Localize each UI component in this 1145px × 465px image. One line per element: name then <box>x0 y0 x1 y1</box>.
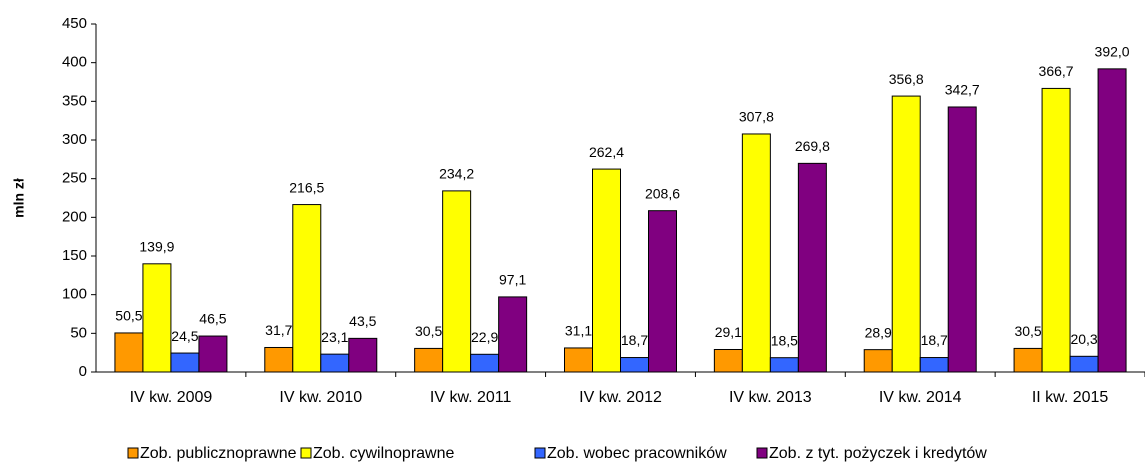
y-tick-label: 400 <box>62 54 87 71</box>
bar <box>1013 347 1043 373</box>
bar <box>320 353 350 373</box>
y-tick-label: 450 <box>62 15 87 32</box>
bar <box>648 210 677 373</box>
bar <box>769 357 799 373</box>
bar <box>292 204 322 373</box>
bar <box>498 296 528 373</box>
y-tick-label: 250 <box>62 170 87 187</box>
data-label: 262,4 <box>589 144 624 160</box>
data-label: 31,7 <box>265 322 292 338</box>
data-label: 23,1 <box>321 329 348 345</box>
bar <box>564 347 593 373</box>
legend-label: Zob. cywilnoprawne <box>313 445 455 462</box>
x-tick-label: IV kw. 2009 <box>130 389 213 406</box>
bar <box>891 95 921 373</box>
bar <box>797 162 827 373</box>
y-tick-label: 50 <box>70 324 87 341</box>
data-label: 30,5 <box>415 323 442 339</box>
bar <box>592 168 621 373</box>
legend-label: Zob. z tyt. pożyczek i kredytów <box>769 445 987 462</box>
y-tick-label: 200 <box>62 208 87 225</box>
bar <box>470 353 500 373</box>
data-label: 31,1 <box>565 323 592 339</box>
legend-label: Zob. wobec pracowników <box>547 445 727 462</box>
data-label: 392,0 <box>1095 44 1130 60</box>
bar <box>442 190 472 373</box>
bar <box>1041 87 1071 373</box>
data-label: 22,9 <box>471 329 498 345</box>
bar <box>919 357 949 373</box>
data-label: 342,7 <box>945 82 980 98</box>
x-tick-label: IV kw. 2010 <box>279 389 362 406</box>
bar <box>198 335 228 373</box>
data-label: 28,9 <box>865 324 892 340</box>
bar <box>713 348 743 373</box>
data-label: 50,5 <box>115 308 142 324</box>
y-tick-label: 150 <box>62 247 87 264</box>
data-label: 269,8 <box>795 138 830 154</box>
data-label: 208,6 <box>645 185 680 201</box>
bar <box>947 106 977 373</box>
y-tick-label: 100 <box>62 286 87 303</box>
legend-swatch <box>534 447 546 459</box>
legend-swatch <box>756 447 768 459</box>
data-label: 20,3 <box>1070 331 1097 347</box>
bar <box>1097 68 1127 373</box>
data-label: 356,8 <box>889 71 924 87</box>
y-tick-label: 350 <box>62 92 87 109</box>
bar <box>414 347 444 373</box>
x-tick-label: IV kw. 2014 <box>879 389 962 406</box>
bar <box>264 346 294 373</box>
data-label: 18,7 <box>921 332 948 348</box>
bar <box>170 352 200 373</box>
x-tick-label: IV kw. 2013 <box>729 389 812 406</box>
y-tick-label: 300 <box>62 131 87 148</box>
x-tick-label: IV kw. 2012 <box>579 389 662 406</box>
data-label: 43,5 <box>349 313 376 329</box>
data-label: 366,7 <box>1039 63 1074 79</box>
data-label: 234,2 <box>439 166 474 182</box>
x-tick-label: IV kw. 2011 <box>430 389 512 406</box>
legend-swatch <box>300 447 312 459</box>
legend-swatch <box>127 447 139 459</box>
data-label: 97,1 <box>499 272 526 288</box>
data-label: 18,7 <box>621 332 648 348</box>
data-label: 307,8 <box>739 109 774 125</box>
bar <box>142 263 172 373</box>
data-label: 46,5 <box>199 311 226 327</box>
legend-label: Zob. publicznoprawne <box>140 445 297 462</box>
data-label: 139,9 <box>139 239 174 255</box>
bar <box>620 357 649 373</box>
bar <box>863 349 893 373</box>
bar <box>1069 355 1099 373</box>
bar <box>348 337 378 373</box>
bar <box>114 332 144 373</box>
data-label: 29,1 <box>715 324 742 340</box>
y-axis-label: mln zł <box>11 178 27 218</box>
y-tick-label: 0 <box>79 363 87 380</box>
data-label: 24,5 <box>171 328 198 344</box>
data-label: 18,5 <box>771 332 798 348</box>
bar <box>741 133 771 373</box>
x-tick-label: II kw. 2015 <box>1032 389 1109 406</box>
data-label: 216,5 <box>289 179 324 195</box>
data-label: 30,5 <box>1014 323 1041 339</box>
